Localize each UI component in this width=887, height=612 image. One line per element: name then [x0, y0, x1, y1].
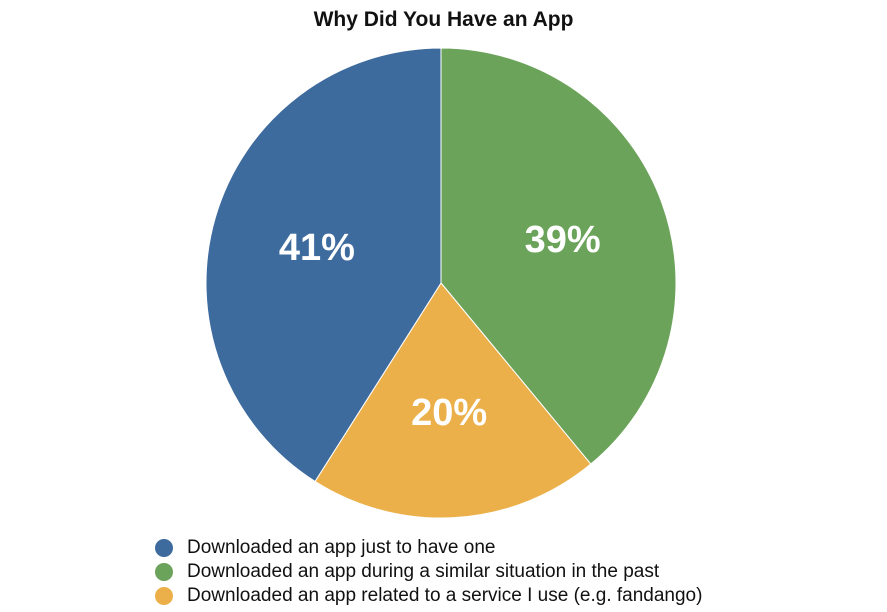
legend-item: Downloaded an app during a similar situa… [155, 560, 702, 584]
pie-slice [314, 282, 592, 519]
pie-slice [205, 47, 442, 483]
legend-label: Downloaded an app during a similar situa… [187, 561, 660, 582]
chart-title: Why Did You Have an App [313, 8, 574, 31]
legend-label: Downloaded an app related to a service I… [187, 585, 703, 606]
legend-item: Downloaded an app just to have one [155, 536, 702, 560]
legend: Downloaded an app just to have one Downl… [155, 536, 702, 608]
slice-value-label: 39% [525, 219, 601, 261]
legend-label: Downloaded an app just to have one [187, 537, 496, 558]
legend-item: Downloaded an app related to a service I… [155, 584, 702, 608]
pie-chart: 41% 39% 20% [205, 47, 677, 519]
legend-swatch [155, 539, 173, 557]
pie-slice [440, 47, 677, 465]
slice-value-label: 41% [279, 227, 355, 269]
slice-value-label: 20% [411, 392, 487, 434]
legend-swatch [155, 587, 173, 605]
legend-swatch [155, 563, 173, 581]
